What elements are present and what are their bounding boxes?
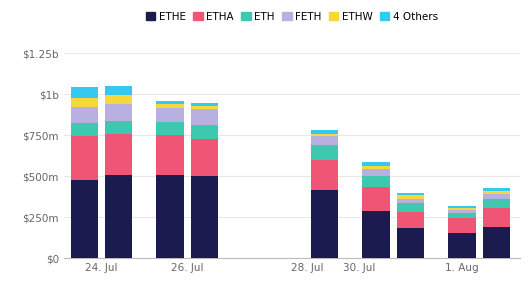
Bar (191, 106, 218, 109)
Bar (311, 134, 338, 136)
Bar (363, 169, 390, 176)
Bar (397, 195, 424, 199)
Bar (105, 86, 132, 95)
Bar (483, 194, 510, 199)
Bar (191, 125, 218, 139)
Bar (311, 145, 338, 160)
Bar (363, 187, 390, 211)
Bar (363, 162, 390, 166)
Bar (448, 213, 476, 218)
Bar (483, 188, 510, 191)
Bar (191, 176, 218, 258)
Bar (483, 208, 510, 227)
Bar (483, 191, 510, 194)
Bar (71, 107, 98, 123)
Bar (483, 199, 510, 208)
Bar (397, 199, 424, 203)
Bar (71, 123, 98, 136)
Bar (105, 134, 132, 175)
Bar (157, 122, 184, 135)
Bar (191, 103, 218, 106)
Bar (157, 104, 184, 108)
Bar (397, 203, 424, 212)
Bar (157, 135, 184, 175)
Bar (363, 166, 390, 169)
Bar (105, 104, 132, 121)
Bar (311, 130, 338, 134)
Bar (105, 175, 132, 258)
Bar (311, 160, 338, 189)
Bar (448, 233, 476, 258)
Bar (191, 109, 218, 125)
Bar (157, 175, 184, 258)
Bar (397, 193, 424, 195)
Bar (397, 228, 424, 258)
Bar (448, 210, 476, 213)
Bar (105, 95, 132, 104)
Bar (71, 180, 98, 258)
Bar (483, 227, 510, 258)
Bar (448, 206, 476, 208)
Legend: ETHE, ETHA, ETH, FETH, ETHW, 4 Others: ETHE, ETHA, ETH, FETH, ETHW, 4 Others (142, 7, 442, 26)
Bar (157, 108, 184, 122)
Bar (71, 87, 98, 98)
Bar (311, 189, 338, 258)
Bar (311, 136, 338, 145)
Bar (157, 101, 184, 104)
Bar (363, 176, 390, 187)
Bar (448, 218, 476, 233)
Bar (71, 136, 98, 180)
Bar (71, 98, 98, 107)
Bar (191, 139, 218, 176)
Bar (448, 208, 476, 210)
Bar (105, 121, 132, 134)
Bar (397, 212, 424, 228)
Bar (363, 211, 390, 258)
